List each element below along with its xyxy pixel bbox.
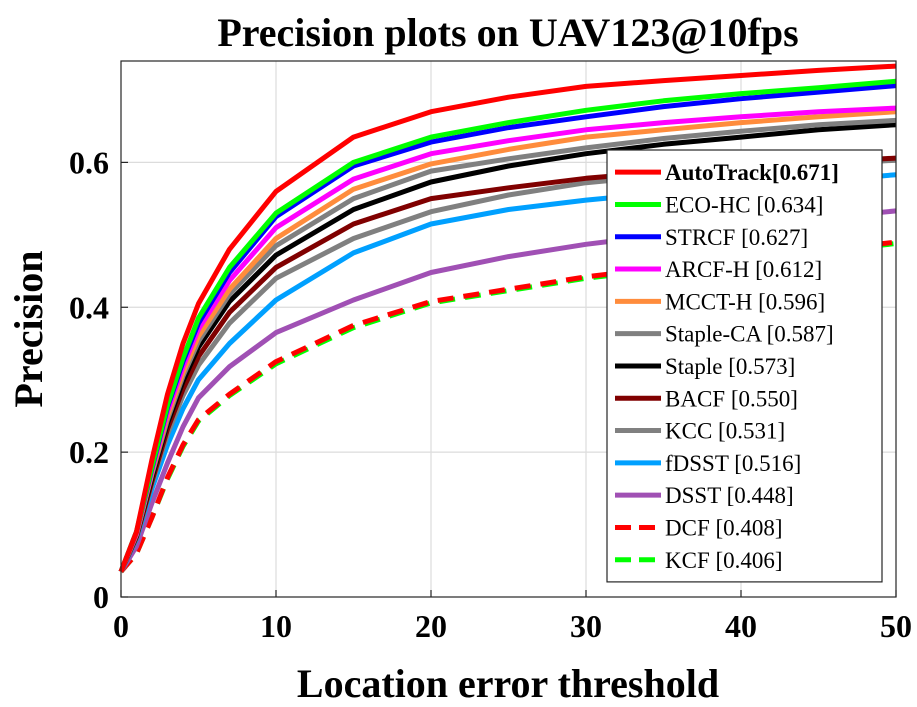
legend-label-kcc: KCC [0.531] (665, 419, 785, 444)
legend-label-arcf-h: ARCF-H [0.612] (665, 257, 822, 282)
legend: AutoTrack[0.671] ECO-HC [0.634] STRCF [0.6… (606, 149, 883, 583)
x-axis-label: Location error threshold (297, 661, 719, 706)
x-tick-label: 0 (113, 608, 129, 644)
chart-title: Precision plots on UAV123@10fps (217, 10, 798, 55)
legend-label-dsst: DSST [0.448] (665, 483, 794, 508)
x-tick-label: 40 (725, 608, 757, 644)
x-tick-label: 20 (415, 608, 447, 644)
legend-label-bacf: BACF [0.550] (665, 386, 798, 411)
x-tick-label: 50 (880, 608, 912, 644)
x-tick-label: 10 (260, 608, 292, 644)
series-line-autotrack (118, 63, 897, 573)
y-tick-label: 0.4 (69, 289, 109, 325)
legend-label-dcf: DCF [0.408] (665, 515, 783, 540)
plot-frame (120, 60, 897, 598)
y-tick-label: 0.2 (69, 434, 109, 470)
legend-label-fdsst: fDSST [0.516] (665, 451, 801, 476)
y-tick-label: 0 (93, 579, 109, 615)
y-tick-label: 0.6 (69, 144, 109, 180)
legend-label-mcct-h: MCCT-H [0.596] (665, 289, 825, 314)
legend-label-strcf: STRCF [0.627] (665, 225, 808, 250)
legend-label-kcf: KCF [0.406] (665, 548, 783, 573)
legend-label-eco-hc: ECO-HC [0.634] (665, 192, 823, 217)
x-tick-label: 30 (570, 608, 602, 644)
tick-layer: 0 10 20 30 40 50 0 0.2 0.4 0.6 (69, 144, 912, 644)
legend-label-staple: Staple [0.573] (665, 354, 795, 379)
legend-label-staple-ca: Staple-CA [0.587] (665, 322, 834, 347)
y-axis-label: Precision (6, 250, 51, 407)
legend-label-autotrack: AutoTrack[0.671] (665, 160, 839, 185)
